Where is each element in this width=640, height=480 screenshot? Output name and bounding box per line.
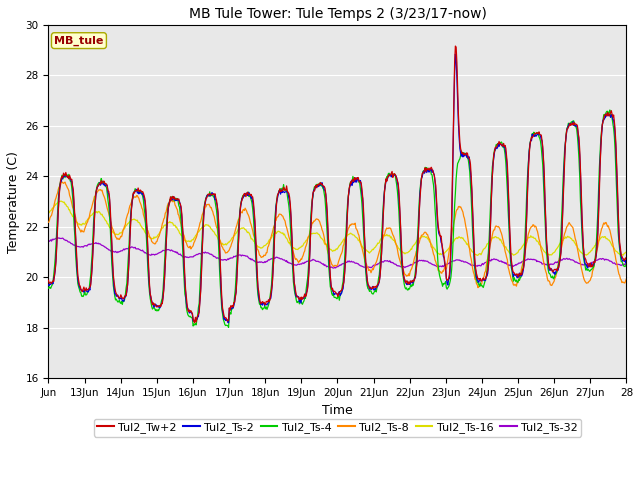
Legend: Tul2_Tw+2, Tul2_Ts-2, Tul2_Ts-4, Tul2_Ts-8, Tul2_Ts-16, Tul2_Ts-32: Tul2_Tw+2, Tul2_Ts-2, Tul2_Ts-4, Tul2_Ts… bbox=[93, 419, 581, 437]
Y-axis label: Temperature (C): Temperature (C) bbox=[7, 151, 20, 252]
Text: MB_tule: MB_tule bbox=[54, 36, 104, 46]
X-axis label: Time: Time bbox=[322, 404, 353, 417]
Title: MB Tule Tower: Tule Temps 2 (3/23/17-now): MB Tule Tower: Tule Temps 2 (3/23/17-now… bbox=[189, 7, 486, 21]
